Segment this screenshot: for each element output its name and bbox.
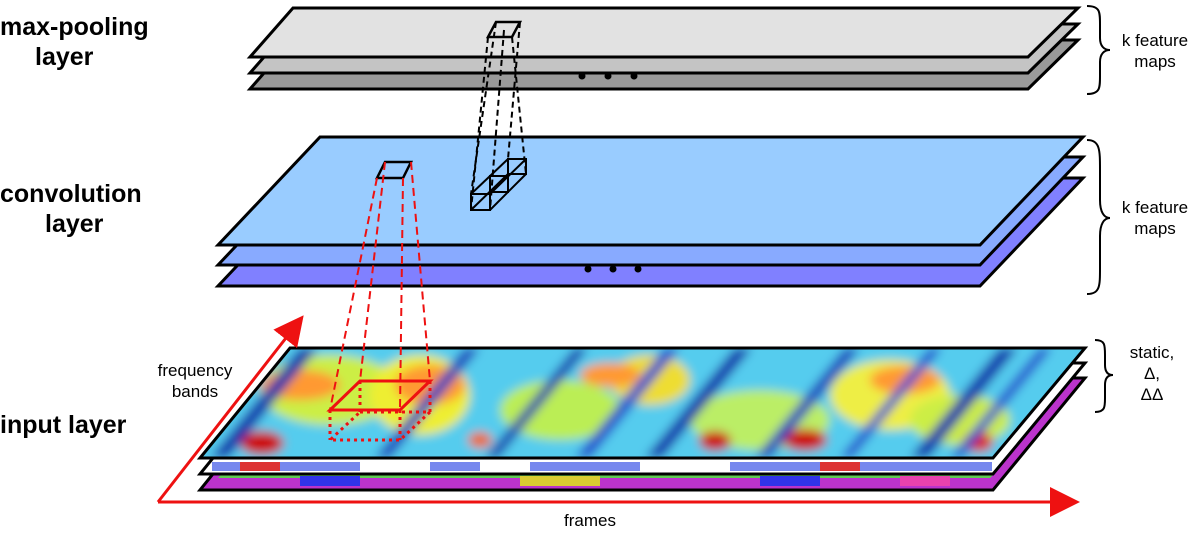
maxpool-annotation: k feature maps (1110, 30, 1200, 72)
conv-annotation: k feature maps (1110, 197, 1200, 239)
maxpool-brace (1086, 5, 1111, 95)
conv-label-line1: convolution (0, 180, 142, 208)
input-label-text: input layer (0, 411, 127, 439)
conv-sheet-top (214, 135, 1087, 247)
input-annotation-line3: ΔΔ (1140, 385, 1164, 404)
receptive-field-box (326, 379, 434, 442)
conv-label-line2: layer (45, 210, 104, 238)
receptive-field-projection-lines (329, 161, 431, 411)
maxpool-annotation-line1: k feature (1121, 31, 1189, 50)
spectrogram-heatmap (200, 348, 1085, 458)
input-stack (196, 346, 1089, 492)
input-sheet-static-outline (196, 346, 1089, 460)
pooling-projection-lines (470, 21, 527, 211)
maxpool-layer-label: max-pooling layer (0, 12, 149, 72)
maxpool-sheet-top (246, 6, 1082, 59)
frequency-bands-label: frequency bands (140, 360, 250, 402)
frequency-axis-arrow (156, 315, 304, 503)
input-layer-label: input layer (0, 410, 126, 440)
frequency-label-line1: frequency (157, 361, 233, 380)
frames-label: frames (540, 510, 640, 531)
conv-annotation-line2: maps (1134, 219, 1176, 238)
frequency-label-line2: bands (171, 382, 219, 401)
maxpool-label-line1: max-pooling (0, 13, 149, 41)
convolution-layer-label: convolution layer (0, 179, 142, 239)
annotation-braces (1086, 5, 1114, 413)
input-annotation: static, Δ, ΔΔ (1112, 342, 1192, 405)
axis-arrows (156, 315, 1080, 517)
maxpool-stack (246, 6, 1082, 91)
frames-label-text: frames (564, 511, 616, 530)
conv-brace (1086, 139, 1111, 295)
maxpool-ellipsis-dots (578, 72, 638, 80)
maxpool-annotation-line2: maps (1134, 52, 1176, 71)
conv-pooling-window (470, 158, 527, 211)
maxpool-label-line2: layer (35, 43, 94, 71)
input-annotation-line2: Δ, (1143, 364, 1161, 383)
conv-annotation-line1: k feature (1121, 198, 1189, 217)
input-brace (1094, 339, 1114, 413)
convolution-stack (214, 135, 1087, 288)
input-annotation-line1: static, (1129, 343, 1175, 362)
conv-ellipsis-dots (584, 265, 642, 273)
input-sheet-delta-texture (212, 462, 992, 471)
